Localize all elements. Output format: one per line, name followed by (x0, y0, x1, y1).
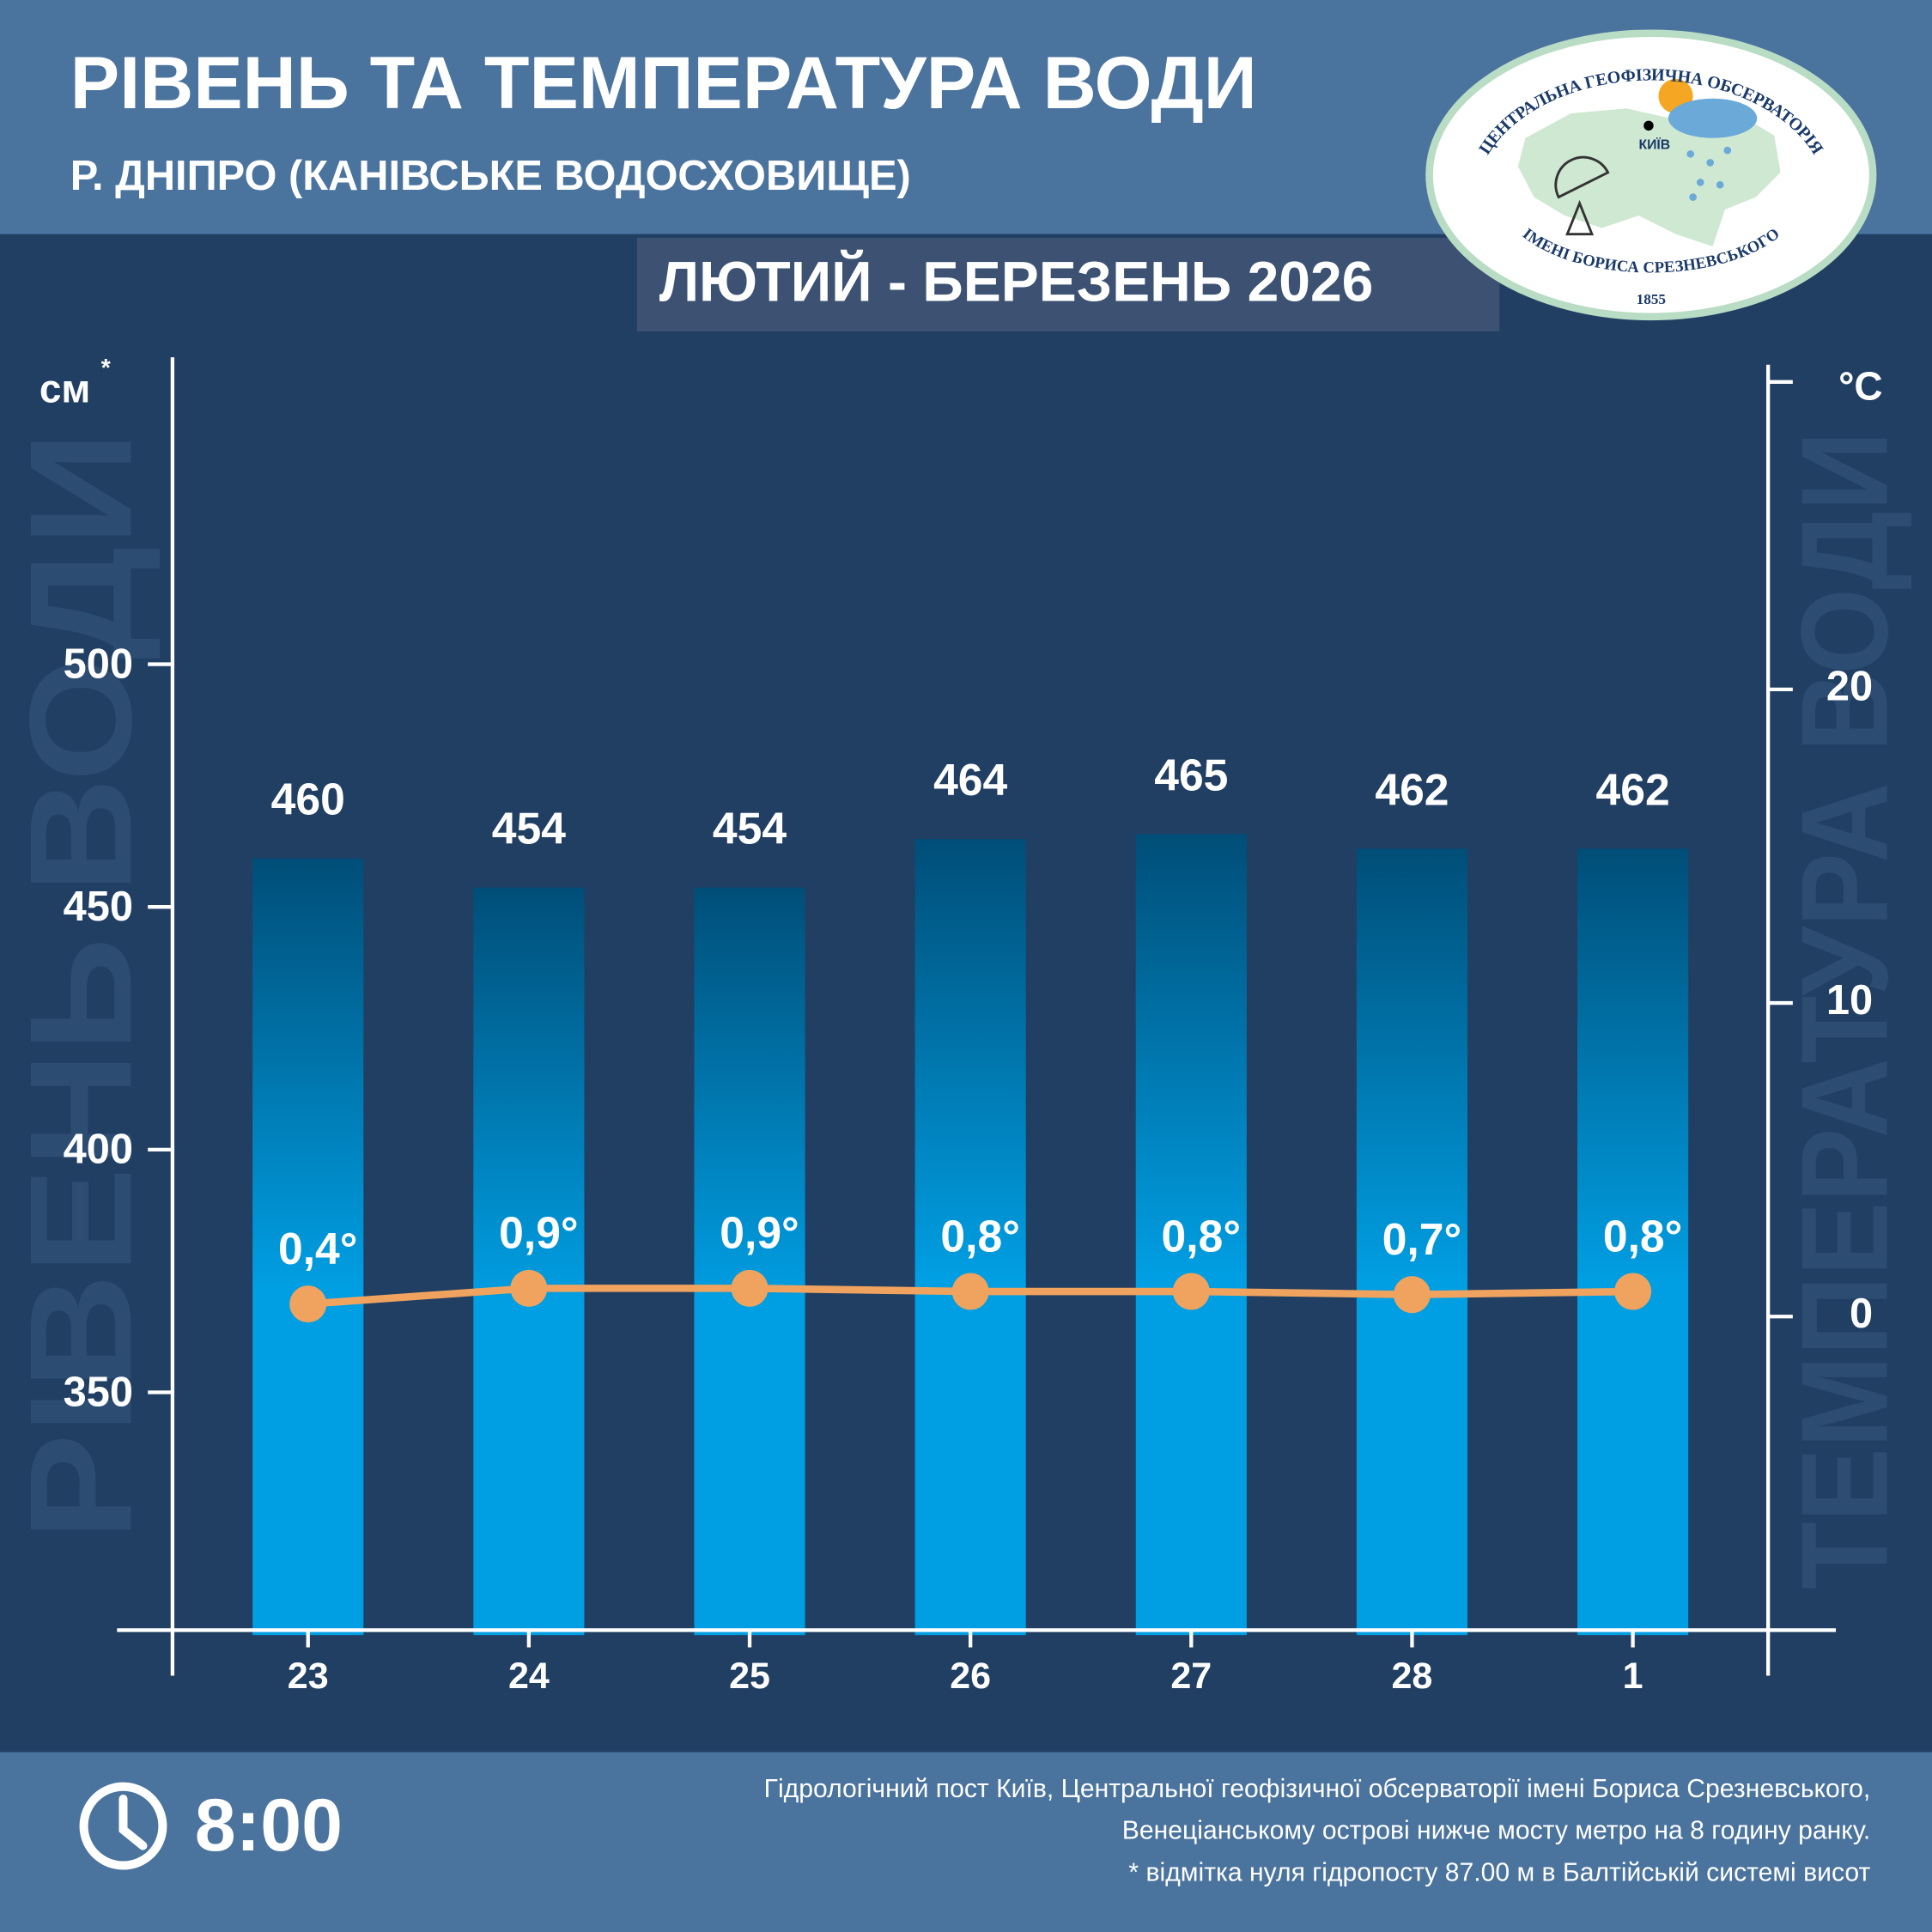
temperature-point (289, 1285, 327, 1323)
logo: КИЇВ ЦЕНТРАЛЬНА ГЕОФІЗИЧНА ОБСЕРВАТОРІЯ … (1425, 29, 1877, 321)
chart-subtitle: Р. ДНІПРО (КАНІВСЬКЕ ВОДОСХОВИЩЕ) (70, 153, 911, 199)
footer-note: * відмітка нуля гідропосту 87.00 м в Бал… (1128, 1859, 1870, 1887)
bar (473, 887, 585, 1636)
temperature-point (1172, 1273, 1210, 1310)
temperature-point (951, 1273, 989, 1310)
y-unit-mark: * (101, 355, 112, 382)
temperature-label: 0,9° (720, 1208, 799, 1258)
bar-value-label: 460 (271, 775, 345, 824)
footer-note: Гідрологічний пост Київ, Центральної гео… (764, 1775, 1871, 1803)
bar (914, 839, 1026, 1636)
bar-value-label: 462 (1596, 764, 1670, 814)
logo-city: КИЇВ (1638, 137, 1670, 152)
logo-antenna (1554, 155, 1610, 236)
bar (1356, 848, 1468, 1636)
temperature-point (1614, 1273, 1652, 1310)
x-tick-label: 24 (508, 1656, 550, 1697)
bar-value-label: 465 (1154, 750, 1228, 799)
x-tick-label: 28 (1392, 1656, 1433, 1697)
logo-year: 1855 (1637, 291, 1666, 307)
temperature-label: 0,9° (499, 1208, 578, 1258)
footer-note: Венеціанському острові нижче мосту метро… (1122, 1817, 1870, 1845)
bar-value-label: 464 (933, 755, 1007, 805)
y-tick-label: 500 (64, 641, 133, 687)
footer-band (0, 1752, 1932, 1932)
temperature-label: 0,8° (1162, 1211, 1241, 1261)
temperature-label: 0,7° (1382, 1214, 1461, 1264)
y2-tick-label: 20 (1826, 664, 1873, 710)
logo-cloud (1668, 98, 1758, 138)
temperature-point (510, 1269, 548, 1307)
bar-value-label: 454 (713, 804, 787, 854)
chart-title: РІВЕНЬ ТА ТЕМПЕРАТУРА ВОДИ (70, 42, 1257, 125)
x-tick-label: 25 (729, 1656, 770, 1697)
x-tick-label: 23 (288, 1656, 329, 1697)
bar (1577, 848, 1689, 1636)
plot: 350 400 450 500 0 10 20 460 454 454 464 465 462 462 0,… (64, 641, 1874, 1696)
y2-tick-label: 10 (1826, 977, 1873, 1024)
period-box (636, 237, 1500, 332)
y-tick-label: 450 (64, 884, 133, 930)
bar-value-label: 454 (492, 804, 566, 854)
temperature-label: 0,8° (940, 1211, 1019, 1261)
logo-city-dot (1643, 120, 1654, 131)
y2-axis-title: ТЕМПЕРАТУРА ВОДИ (1777, 431, 1914, 1589)
temperature-point (1393, 1276, 1431, 1314)
bar (252, 858, 364, 1636)
y2-unit: °C (1838, 364, 1883, 409)
logo-rain (1686, 146, 1732, 201)
time: 8:00 (195, 1784, 343, 1867)
temperature-label: 0,8° (1603, 1211, 1682, 1261)
bar (694, 887, 805, 1636)
y-tick-label: 350 (64, 1369, 133, 1415)
bar-value-label: 462 (1375, 764, 1449, 814)
y-unit: см (39, 366, 91, 410)
x-tick-label: 27 (1170, 1656, 1212, 1697)
x-tick-label: 1 (1623, 1656, 1643, 1697)
clock-icon (79, 1782, 167, 1870)
y2-tick-label: 0 (1850, 1291, 1873, 1337)
y-axis-title: РІВЕНЬ ВОДИ (0, 431, 161, 1540)
y-tick-label: 400 (64, 1127, 133, 1173)
temperature-point (731, 1269, 769, 1307)
x-tick-label: 26 (950, 1656, 991, 1697)
temperature-label: 0,4° (278, 1224, 357, 1273)
bar (1135, 834, 1247, 1636)
period: ЛЮТИЙ - БЕРЕЗЕНЬ 2026 (659, 248, 1374, 313)
